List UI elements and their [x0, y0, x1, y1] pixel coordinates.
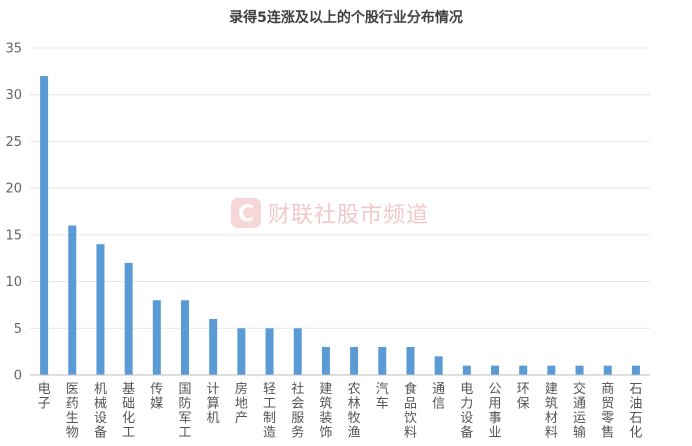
watermark-text: 财联社股市频道 — [268, 203, 429, 228]
x-category-label: 建筑装饰 — [319, 382, 332, 441]
y-tick-label: 20 — [5, 182, 22, 197]
bar-国防军工 — [181, 300, 189, 375]
x-category-label: 环保 — [517, 382, 530, 412]
bar-电子 — [40, 76, 49, 376]
bar-机械设备 — [96, 244, 105, 375]
y-tick-label: 5 — [14, 322, 22, 337]
y-tick-label: 15 — [5, 228, 22, 243]
bar-基础化工 — [124, 262, 133, 375]
x-category-label: 机械设备 — [94, 382, 107, 441]
x-category-label: 汽车 — [376, 382, 389, 412]
bar-交通运输 — [575, 365, 584, 375]
x-category-label: 房地产 — [235, 381, 248, 426]
bar-轻工制造 — [265, 328, 274, 375]
x-axis-categories: 电子 医药生物 机械设备 基础化工 传媒 国防军工 计算机 房地产 轻工制造 社会服务 建筑装饰 农林… — [38, 381, 643, 441]
x-category-label: 医药生物 — [66, 382, 79, 441]
x-category-label: 电力设备 — [460, 382, 473, 441]
bar-石油石化 — [631, 365, 640, 375]
watermark: C 财联社股市频道 — [231, 198, 429, 228]
x-category-label: 农林牧渔 — [348, 382, 361, 441]
x-category-label: 基础化工 — [122, 382, 135, 441]
x-category-label: 通信 — [432, 382, 445, 412]
bar-计算机 — [209, 318, 218, 375]
bar-通信 — [434, 356, 443, 375]
bar-公用事业 — [491, 365, 499, 375]
x-category-label: 建筑材料 — [545, 382, 558, 441]
gridlines — [30, 47, 650, 329]
bars — [40, 76, 640, 376]
bar-房地产 — [237, 328, 246, 375]
x-category-label: 食品饮料 — [404, 381, 417, 441]
y-tick-label: 25 — [5, 135, 22, 150]
chart-title: 录得5连涨及以上的个股行业分布情况 — [229, 10, 463, 26]
watermark-logo-letter: C — [238, 202, 254, 227]
x-category-label: 社会服务 — [291, 381, 304, 441]
x-category-label: 交通运输 — [573, 381, 586, 441]
x-category-label: 电子 — [38, 382, 51, 412]
y-axis-ticks: 0 5 10 15 20 25 30 35 — [5, 42, 22, 384]
y-tick-label: 30 — [5, 88, 22, 103]
x-category-label: 国防军工 — [178, 382, 191, 441]
x-category-label: 石油石化 — [629, 382, 642, 441]
bar-社会服务 — [293, 328, 302, 375]
bar-建筑材料 — [547, 365, 556, 375]
bar-汽车 — [378, 346, 387, 375]
x-category-label: 商贸零售 — [601, 382, 614, 441]
x-category-label: 轻工制造 — [263, 382, 276, 441]
bar-医药生物 — [68, 225, 77, 375]
watermark-logo-icon — [231, 198, 261, 228]
bar-电力设备 — [462, 365, 471, 375]
bar-环保 — [519, 365, 528, 375]
x-category-label: 计算机 — [207, 382, 220, 426]
bar-食品饮料 — [406, 346, 415, 375]
y-tick-label: 0 — [14, 369, 22, 384]
bar-建筑装饰 — [321, 346, 330, 375]
y-tick-label: 10 — [5, 275, 22, 290]
x-category-label: 传媒 — [150, 382, 163, 412]
bar-传媒 — [152, 300, 161, 375]
bar-商贸零售 — [603, 365, 612, 375]
x-category-label: 公用事业 — [488, 382, 501, 441]
y-tick-label: 35 — [5, 42, 22, 57]
bar-农林牧渔 — [350, 346, 359, 375]
